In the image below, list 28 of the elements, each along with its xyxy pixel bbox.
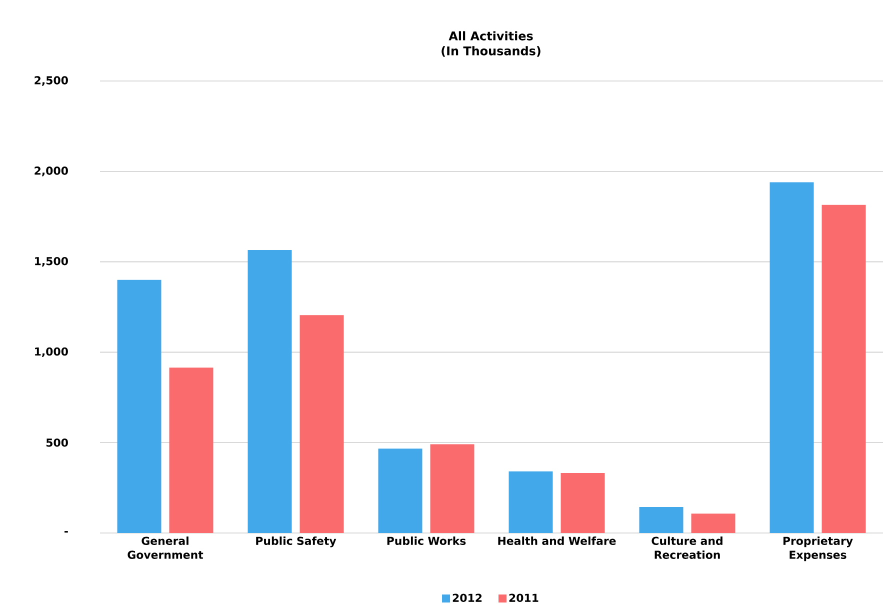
bar [508, 471, 553, 533]
y-tick-label: 2,500 [34, 76, 68, 86]
bar [300, 315, 344, 533]
x-tick-label: General Government [128, 536, 204, 559]
bar [822, 204, 866, 533]
y-tick-label: 1,000 [35, 347, 68, 358]
legend-label: 2011 [509, 594, 538, 602]
x-tick-label: Public Works [387, 536, 466, 545]
chart-subtitle: (In Thousands) [442, 46, 540, 57]
x-tick-label: Health and Welfare [498, 536, 616, 545]
x-tick-label: Culture and Recreation [652, 536, 722, 559]
bar [691, 514, 736, 533]
y-tick-label: 2,000 [34, 166, 68, 176]
y-tick-label: 500 [46, 438, 68, 447]
x-tick-label: Proprietary Expenses [783, 536, 853, 562]
bar [770, 182, 814, 533]
bar [169, 368, 214, 533]
y-tick-label: - [64, 531, 68, 533]
legend-label: 2012 [452, 594, 482, 602]
chart-title: All Activities [448, 31, 533, 40]
bar [117, 280, 162, 533]
bar [378, 448, 422, 533]
bar [560, 472, 605, 533]
bar [639, 506, 684, 533]
bar [430, 444, 474, 533]
y-tick-label: 1,500 [35, 256, 68, 267]
x-tick-label: Public Safety [256, 536, 336, 548]
bar [248, 250, 292, 533]
